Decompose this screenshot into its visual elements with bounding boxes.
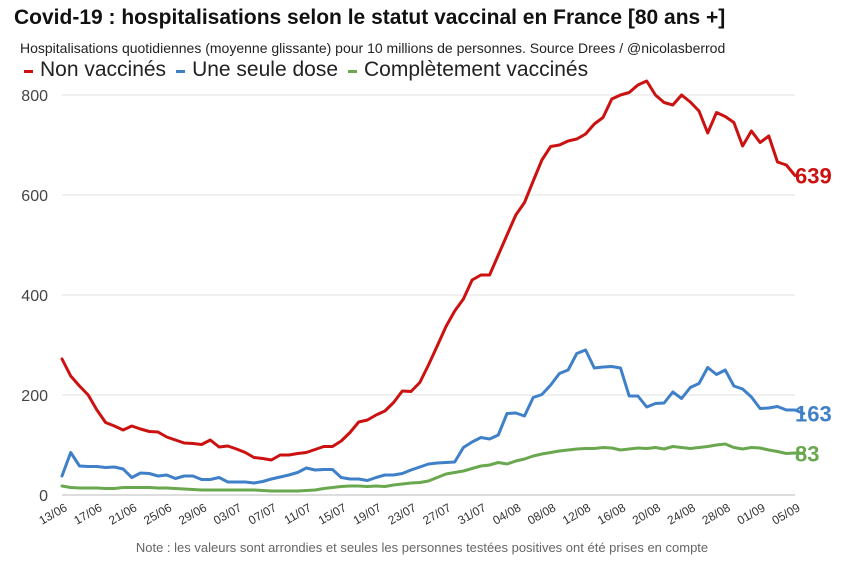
y-tick-label: 600 — [21, 188, 48, 205]
chart-subtitle: Hospitalisations quotidiennes (moyenne g… — [20, 40, 726, 56]
y-tick-label: 200 — [21, 388, 48, 405]
chart-title: Covid-19 : hospitalisations selon le sta… — [14, 6, 726, 29]
legend-item-non-vaccines: Non vaccinés — [24, 58, 166, 82]
x-tick-label: 27/07 — [420, 500, 453, 527]
x-tick-label: 11/07 — [282, 500, 315, 527]
end-value-label: 639 — [795, 164, 832, 189]
legend-swatch-green — [348, 69, 357, 73]
x-tick-label: 20/08 — [630, 500, 663, 527]
end-value-label: 83 — [795, 442, 819, 467]
legend-label: Complètement vaccinés — [364, 58, 589, 81]
x-tick-label: 16/08 — [595, 500, 628, 527]
legend: Non vaccinés Une seule dose Complètement… — [24, 58, 588, 82]
x-tick-label: 12/08 — [560, 500, 593, 527]
series-line-3 — [60, 442, 806, 493]
y-tick-label: 400 — [21, 288, 48, 305]
end-value-label: 163 — [795, 402, 832, 427]
x-tick-label: 19/07 — [351, 500, 384, 527]
x-tick-label: 08/08 — [525, 500, 558, 527]
x-tick-label: 29/06 — [176, 500, 209, 527]
x-tick-label: 23/07 — [386, 500, 419, 527]
legend-swatch-red — [24, 69, 33, 73]
series-line-1 — [60, 79, 797, 462]
x-tick-label: 21/06 — [106, 500, 139, 527]
x-tick-label: 05/09 — [769, 500, 802, 527]
legend-item-une-dose: Une seule dose — [176, 58, 338, 82]
legend-label: Une seule dose — [192, 58, 338, 81]
x-tick-label: 04/08 — [490, 500, 523, 527]
y-tick-label: 800 — [21, 88, 48, 105]
y-tick-label: 0 — [39, 488, 48, 505]
x-tick-label: 31/07 — [455, 500, 488, 527]
x-tick-label: 28/08 — [700, 500, 733, 527]
x-tick-label: 07/07 — [246, 500, 279, 527]
legend-swatch-blue — [176, 69, 186, 73]
x-tick-label: 24/08 — [665, 500, 698, 527]
series-line-2 — [60, 348, 806, 485]
x-tick-label: 03/07 — [211, 500, 244, 527]
x-tick-label: 15/07 — [316, 500, 349, 527]
x-tick-label: 01/09 — [735, 500, 768, 527]
legend-item-vaccines: Complètement vaccinés — [348, 58, 588, 82]
footnote: Note : les valeurs sont arrondies et seu… — [135, 540, 709, 555]
legend-label: Non vaccinés — [40, 58, 167, 81]
x-tick-label: 17/06 — [71, 500, 104, 527]
x-tick-label: 25/06 — [141, 500, 174, 527]
